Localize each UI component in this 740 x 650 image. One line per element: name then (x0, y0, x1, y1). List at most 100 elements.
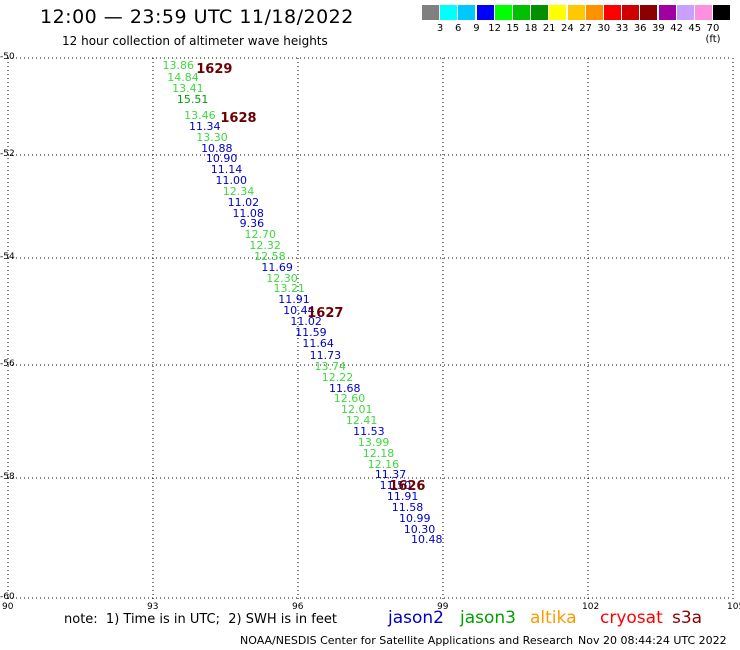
wave-height-value: 10.90 (205, 152, 238, 166)
x-tick-label: 105 (727, 602, 740, 612)
colorbar-label: 18 (524, 23, 538, 34)
colorbar-swatch (422, 5, 439, 20)
wave-height-value: 10.44 (283, 304, 315, 318)
colorbar-label: 33 (615, 23, 629, 34)
colorbar-swatch (476, 5, 494, 20)
credit-text: NOAA/NESDIS Center for Satellite Applica… (240, 634, 574, 647)
colorbar-label: 9 (473, 23, 480, 34)
wave-height-value: 12.30 (266, 271, 298, 285)
pass-number-label: 1627 (307, 305, 344, 321)
colorbar-swatch (567, 5, 585, 20)
colorbar-swatch (531, 5, 549, 20)
wave-height-value: 12.41 (345, 414, 378, 428)
timestamp: Nov 20 08:44:24 UTC 2022 (578, 634, 727, 647)
pass-number-label: 1628 (220, 110, 257, 126)
wave-height-value: 12.32 (249, 239, 281, 253)
wave-height-value: 11.64 (302, 336, 334, 350)
colorbar-swatch (622, 5, 640, 20)
x-tick-label: 102 (582, 602, 600, 612)
wave-height-value: 13.86 (162, 59, 194, 73)
legend-item-cryosat: cryosat (600, 608, 663, 628)
colorbar-swatch (713, 5, 731, 20)
wave-height-value: 11.91 (278, 293, 310, 307)
wave-height-value: 11.08 (232, 206, 264, 220)
wave-height-value: 11.02 (290, 314, 322, 328)
wave-height-value: 12.34 (222, 184, 255, 198)
y-tick-label: -56 (0, 359, 15, 369)
colorbar-label: 30 (597, 23, 611, 34)
wave-height-value: 14.84 (167, 71, 199, 85)
x-tick-label: 90 (2, 602, 14, 612)
wave-height-value: 11.73 (309, 349, 342, 363)
colorbar-label: 70 (ft) (705, 23, 721, 45)
wave-height-value: 11.50 (379, 479, 412, 493)
colorbar-label: 39 (652, 23, 665, 34)
colorbar-label: 6 (455, 23, 462, 34)
legend-item-altika: altika (530, 608, 577, 628)
wave-height-value: 10.30 (403, 522, 436, 536)
wave-height-value: 10.88 (201, 141, 233, 155)
wave-height-value: 10.99 (398, 511, 431, 525)
wave-height-value: 13.21 (273, 282, 305, 296)
wave-height-value: 11.00 (215, 174, 248, 188)
wave-height-value: 12.70 (244, 228, 277, 242)
colorbar-swatch (676, 5, 694, 20)
wave-height-value: 12.18 (362, 446, 395, 460)
wave-height-value: 11.34 (189, 119, 221, 133)
legend-item-s3a: s3a (672, 608, 703, 628)
colorbar-label: 21 (542, 23, 556, 34)
wave-height-value: 12.22 (321, 370, 354, 384)
colorbar-label: 27 (579, 23, 592, 34)
wave-height-value: 11.37 (374, 468, 407, 482)
wave-height-value: 12.01 (341, 403, 373, 417)
wave-height-value: 13.74 (314, 359, 346, 373)
wave-height-value: 10.48 (411, 533, 443, 547)
wave-height-value: 11.02 (227, 195, 260, 209)
wave-height-value: 15.51 (176, 92, 209, 106)
colorbar-swatch (494, 5, 512, 20)
colorbar-label: 24 (561, 23, 574, 34)
x-tick-label: 96 (292, 602, 304, 612)
wave-height-value: 13.99 (357, 435, 390, 449)
colorbar-swatch (440, 5, 458, 20)
colorbar-label: 15 (506, 23, 520, 34)
wave-height-value: 11.14 (210, 163, 243, 177)
colorbar-swatch (513, 5, 530, 20)
y-tick-label: -54 (0, 252, 15, 262)
y-tick-label: -50 (0, 52, 15, 62)
wave-height-value: 12.16 (367, 457, 400, 471)
y-tick-label: -60 (0, 592, 15, 602)
colorbar-swatch (640, 5, 658, 20)
colorbar-label: 42 (670, 23, 683, 34)
colorbar-swatch (695, 5, 712, 20)
wave-height-value: 9.36 (239, 217, 265, 231)
wave-height-value: 13.30 (196, 130, 228, 144)
colorbar-label: 45 (688, 23, 702, 34)
colorbar-swatch (604, 5, 621, 20)
colorbar-swatch (658, 5, 676, 20)
y-tick-label: -58 (0, 472, 15, 482)
wave-height-value: 11.68 (328, 381, 361, 395)
wave-height-value: 11.58 (391, 500, 424, 514)
colorbar-swatch (549, 5, 567, 20)
x-tick-label: 99 (437, 602, 449, 612)
colorbar-swatch (585, 5, 603, 20)
x-tick-label: 93 (147, 602, 159, 612)
legend-item-jason3: jason3 (460, 608, 516, 628)
page-subtitle: 12 hour collection of altimeter wave hei… (62, 34, 328, 48)
colorbar-label: 3 (436, 23, 444, 34)
wave-height-value: 11.53 (353, 424, 385, 438)
colorbar-label: 36 (633, 23, 647, 34)
footer-note: note: 1) Time is in UTC; 2) SWH is in fe… (64, 612, 337, 627)
legend-item-jason2: jason2 (388, 608, 444, 628)
wave-height-value: 11.59 (295, 325, 327, 339)
page-title: 12:00 — 23:59 UTC 11/18/2022 (40, 6, 354, 28)
pass-number-label: 1629 (196, 61, 233, 77)
wave-height-value: 11.69 (261, 260, 293, 274)
pass-number-label: 1626 (389, 479, 426, 495)
wave-height-value: 13.41 (172, 81, 204, 95)
wave-height-value: 12.60 (333, 392, 366, 406)
wave-height-value: 11.91 (386, 490, 419, 504)
wave-height-value: 12.58 (254, 249, 286, 263)
